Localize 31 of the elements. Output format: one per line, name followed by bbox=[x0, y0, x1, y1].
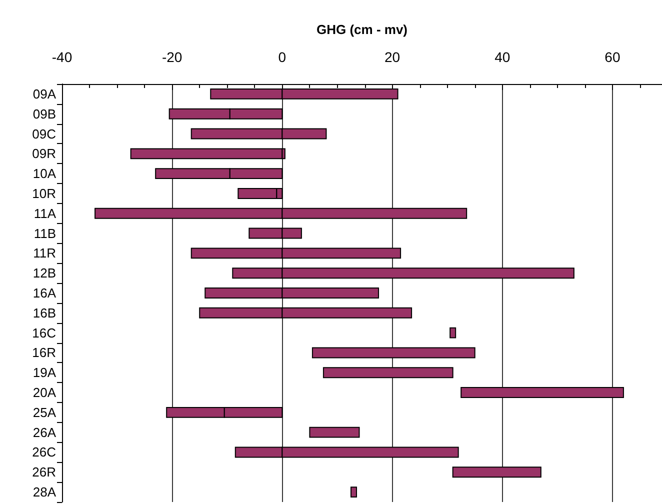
bar bbox=[350, 486, 357, 498]
y-tick-label: 11R bbox=[33, 246, 56, 261]
bar bbox=[309, 426, 360, 438]
y-tick-label: 16R bbox=[32, 345, 56, 360]
y-tick-label: 25A bbox=[32, 404, 56, 420]
y-tick-label: 09R bbox=[32, 146, 56, 162]
x-tick-label: -40 bbox=[52, 49, 72, 65]
x-tick-label: 20 bbox=[384, 49, 400, 65]
y-tick-label: 16C bbox=[32, 325, 56, 340]
bar bbox=[450, 327, 456, 338]
x-tick-label: -20 bbox=[162, 49, 182, 65]
y-tick-label: 20A bbox=[32, 385, 56, 400]
y-tick-label: 26C bbox=[32, 444, 56, 460]
x-axis-title: GHG (cm - mv) bbox=[316, 22, 408, 37]
x-tick-label: 60 bbox=[604, 49, 620, 65]
y-tick-label: 12B bbox=[32, 266, 56, 281]
y-tick-label: 26A bbox=[32, 424, 56, 440]
y-tick-label: 26R bbox=[32, 464, 56, 480]
y-tick-label: 11A bbox=[34, 206, 56, 221]
y-tick-label: 09B bbox=[32, 106, 56, 122]
y-tick-label: 28A bbox=[32, 484, 56, 500]
y-tick-label: 16B bbox=[32, 305, 56, 320]
y-tick-label: 09A bbox=[32, 86, 56, 102]
y-tick-label: 10A bbox=[32, 166, 56, 182]
x-tick-label: 40 bbox=[494, 49, 510, 65]
y-tick-label: 11B bbox=[34, 226, 56, 241]
x-tick-label: 0 bbox=[278, 49, 286, 65]
y-tick-label: 19A bbox=[32, 365, 56, 380]
y-tick-label: 09C bbox=[32, 126, 56, 142]
y-tick-label: 16A bbox=[32, 286, 56, 300]
y-tick-label: 10R bbox=[32, 186, 56, 201]
